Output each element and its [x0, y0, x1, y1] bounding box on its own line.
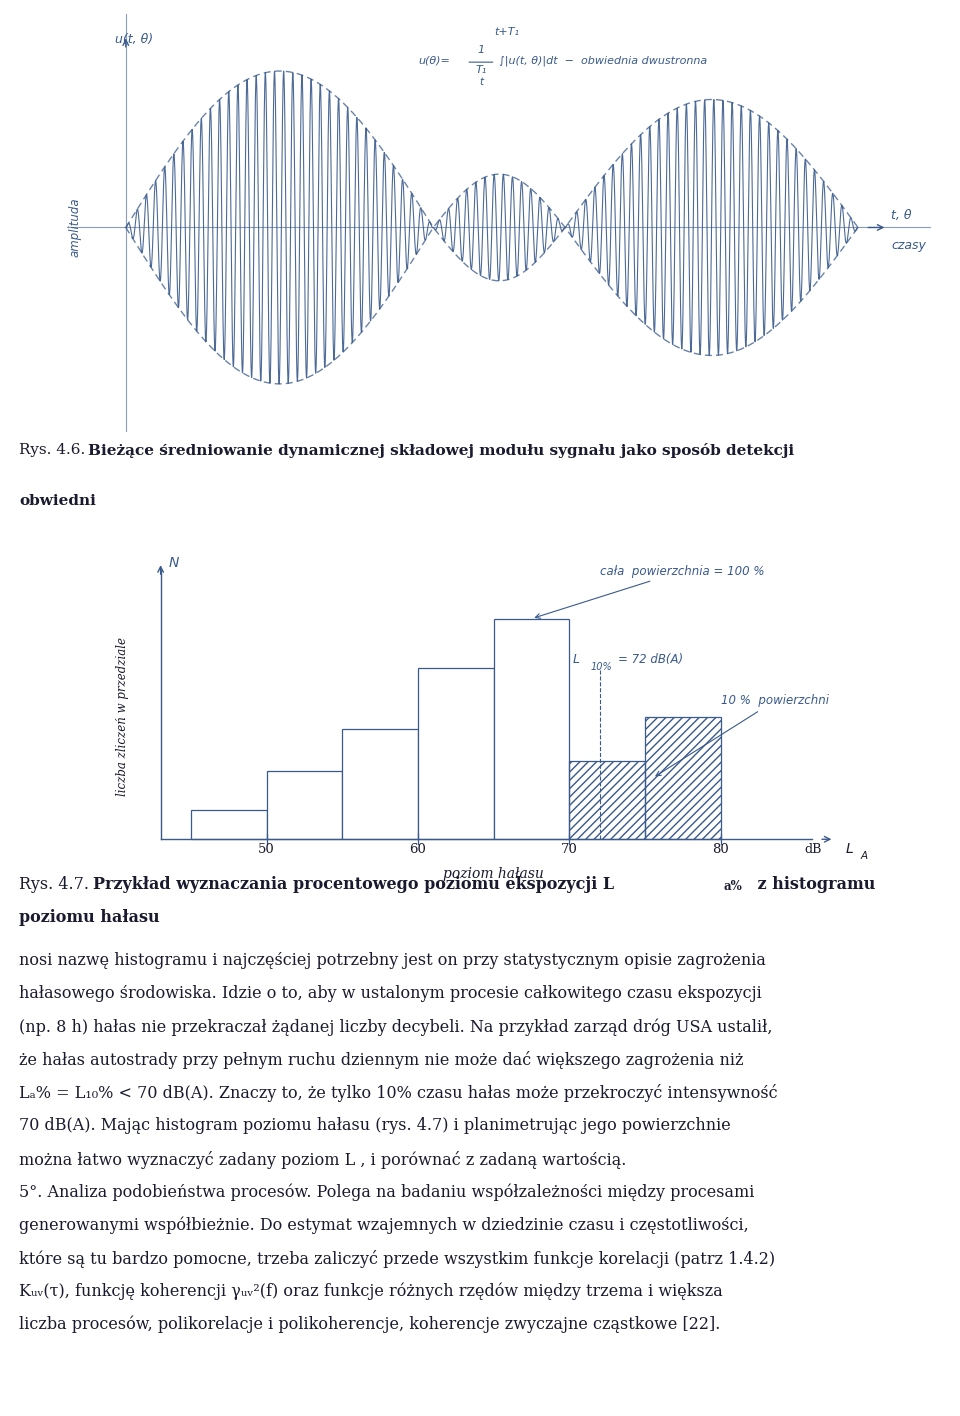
Text: a%: a%: [723, 879, 742, 892]
Text: Rys. 4.6.: Rys. 4.6.: [19, 443, 90, 457]
Bar: [267, 770, 343, 840]
Text: ∫|u(t, θ)|dt  −  obwiednia dwustronna: ∫|u(t, θ)|dt − obwiednia dwustronna: [499, 55, 708, 67]
Text: liczba zliczeń w przedziale: liczba zliczeń w przedziale: [116, 637, 130, 796]
Text: poziom hałasu: poziom hałasu: [444, 868, 544, 882]
Text: (np. 8 h) hałas nie przekraczał żądanej liczby decybeli. Na przykład zarząd dróg: (np. 8 h) hałas nie przekraczał żądanej …: [19, 1018, 773, 1037]
Bar: [493, 619, 569, 840]
Bar: [191, 810, 267, 840]
Text: Bieżące średniowanie dynamicznej składowej modułu sygnału jako sposób detekcji: Bieżące średniowanie dynamicznej składow…: [88, 443, 795, 459]
Text: cała  powierzchnia = 100 %: cała powierzchnia = 100 %: [536, 565, 764, 619]
Text: 60: 60: [410, 843, 426, 855]
Bar: [418, 668, 493, 840]
Text: z histogramu: z histogramu: [752, 877, 876, 893]
Text: nosi nazwę histogramu i najczęściej potrzebny jest on przy statystycznym opisie : nosi nazwę histogramu i najczęściej potr…: [19, 953, 766, 970]
Text: L: L: [572, 653, 580, 666]
Text: dB: dB: [804, 843, 822, 855]
Text: 10 %  powierzchni: 10 % powierzchni: [656, 694, 828, 776]
Text: generowanymi współbieżnie. Do estymat wzajemnych w dziedzinie czasu i częstotliw: generowanymi współbieżnie. Do estymat wz…: [19, 1216, 749, 1235]
Text: liczba procesów, polikorelacje i polikoherencje, koherencje zwyczajne cząstkowe : liczba procesów, polikorelacje i polikoh…: [19, 1315, 721, 1334]
Text: N: N: [168, 555, 179, 569]
Text: 10%: 10%: [590, 663, 612, 673]
Bar: [645, 716, 721, 840]
Text: hałasowego środowiska. Idzie o to, aby w ustalonym procesie całkowitego czasu ek: hałasowego środowiska. Idzie o to, aby w…: [19, 986, 762, 1003]
Text: L: L: [846, 841, 853, 855]
Bar: [343, 729, 418, 840]
Text: czasy: czasy: [891, 239, 925, 252]
Text: A: A: [861, 851, 868, 861]
Text: które są tu bardzo pomocne, trzeba zaliczyć przede wszystkim funkcje korelacji (: które są tu bardzo pomocne, trzeba zalic…: [19, 1250, 776, 1267]
Text: Rys. 4.7.: Rys. 4.7.: [19, 877, 94, 893]
Text: poziomu hałasu: poziomu hałasu: [19, 909, 159, 926]
Text: można łatwo wyznaczyć zadany poziom L , i porównać z zadaną wartością.: można łatwo wyznaczyć zadany poziom L , …: [19, 1151, 627, 1168]
Text: obwiedni: obwiedni: [19, 494, 96, 508]
Text: 70 dB(A). Mając histogram poziomu hałasu (rys. 4.7) i planimetrując jego powierz: 70 dB(A). Mając histogram poziomu hałasu…: [19, 1117, 731, 1134]
Text: że hałas autostrady przy pełnym ruchu dziennym nie może dać większego zagrożenia: że hałas autostrady przy pełnym ruchu dz…: [19, 1052, 744, 1069]
Text: 1: 1: [477, 45, 485, 55]
Text: 70: 70: [561, 843, 578, 855]
Bar: [569, 760, 645, 840]
Text: T₁: T₁: [475, 65, 487, 75]
Text: Kᵤᵥ(τ), funkcję koherencji γᵤᵥ²(f) oraz funkcje różnych rzędów między trzema i w: Kᵤᵥ(τ), funkcję koherencji γᵤᵥ²(f) oraz …: [19, 1283, 723, 1300]
Text: amplituda: amplituda: [68, 198, 81, 258]
Text: 50: 50: [258, 843, 275, 855]
Text: 80: 80: [712, 843, 729, 855]
Text: Przykład wyznaczania procentowego poziomu ekspozycji L: Przykład wyznaczania procentowego poziom…: [93, 877, 614, 893]
Text: u(t, θ): u(t, θ): [115, 33, 153, 47]
Text: t+T₁: t+T₁: [494, 27, 519, 37]
Text: = 72 dB(A): = 72 dB(A): [618, 653, 683, 666]
Text: t: t: [479, 78, 483, 88]
Text: u(θ)=: u(θ)=: [419, 55, 450, 67]
Text: t, θ: t, θ: [891, 208, 911, 221]
Text: Lₐ% = L₁₀% < 70 dB(A). Znaczy to, że tylko 10% czasu hałas może przekroczyć inte: Lₐ% = L₁₀% < 70 dB(A). Znaczy to, że tyl…: [19, 1085, 778, 1103]
Text: 5°. Analiza podobieństwa procesów. Polega na badaniu współzależności między proc: 5°. Analiza podobieństwa procesów. Poleg…: [19, 1184, 755, 1201]
